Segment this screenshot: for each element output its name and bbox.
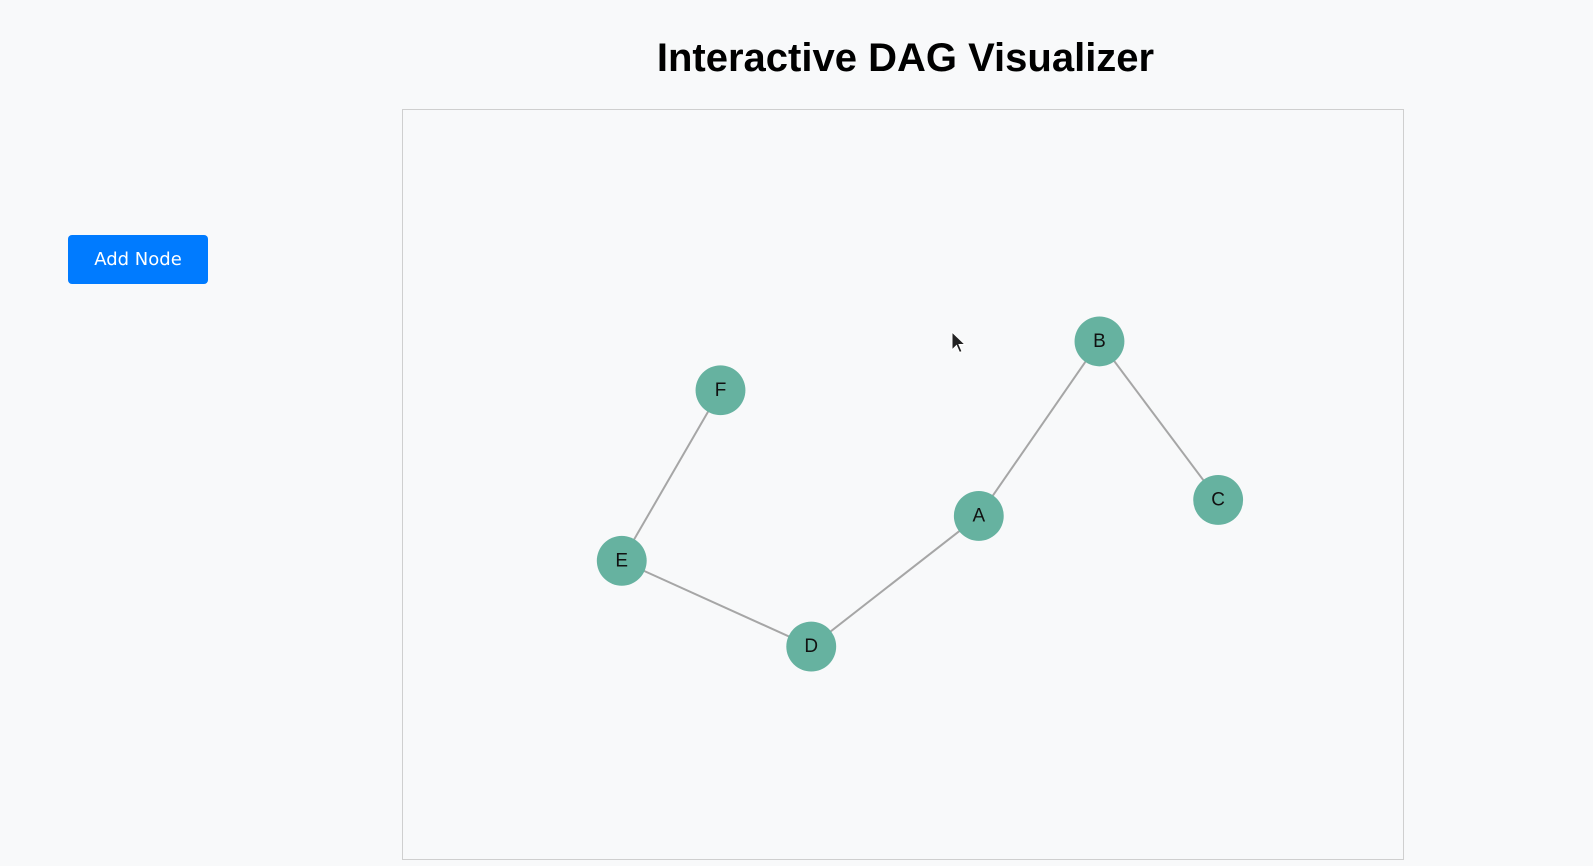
graph-node-a[interactable]: A	[953, 490, 1004, 541]
edge-b-c	[1098, 340, 1219, 501]
edge-a-b	[977, 340, 1101, 517]
node-circle[interactable]	[953, 490, 1004, 541]
graph-node-d[interactable]: D	[786, 621, 837, 672]
node-circle[interactable]	[1193, 475, 1244, 525]
add-node-button[interactable]: Add Node	[68, 235, 208, 284]
edge-d-a	[810, 515, 980, 648]
page-title: Interactive DAG Visualizer	[656, 36, 1155, 80]
graph-svg[interactable]: A B C D E F	[403, 110, 1403, 859]
edge-f-e	[620, 389, 722, 562]
graph-node-e[interactable]: E	[596, 535, 647, 586]
edge-e-d	[621, 559, 812, 648]
node-circle[interactable]	[786, 621, 837, 672]
node-circle[interactable]	[1074, 316, 1125, 367]
graph-canvas[interactable]: A B C D E F	[402, 109, 1404, 860]
node-circle[interactable]	[596, 535, 647, 586]
nodes-layer: A B C D E F	[596, 316, 1244, 672]
graph-node-c[interactable]: C	[1193, 475, 1244, 525]
node-circle[interactable]	[695, 365, 746, 416]
graph-node-b[interactable]: B	[1074, 316, 1125, 367]
edges-layer	[620, 340, 1219, 648]
graph-node-f[interactable]: F	[695, 365, 746, 416]
